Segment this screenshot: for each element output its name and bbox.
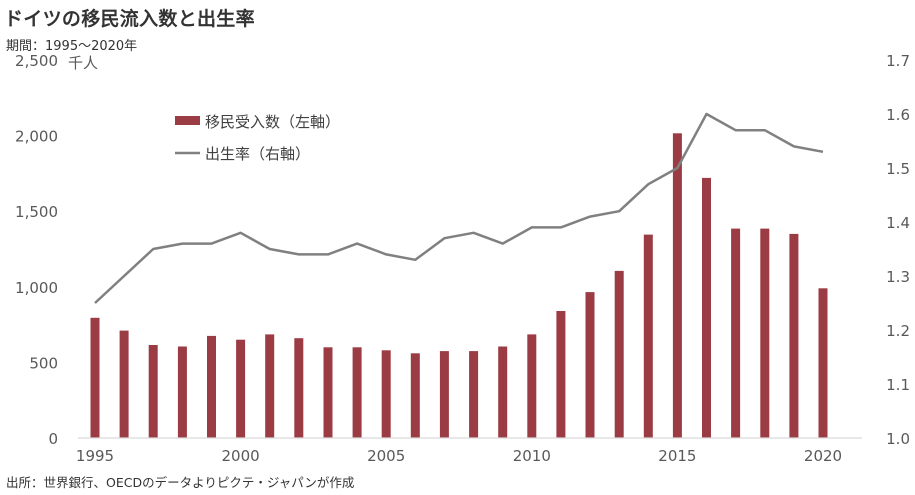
left-tick-1500: 1,500 [15,203,58,221]
bar-2015 [672,133,682,439]
source-note: 出所：世界銀行、OECDのデータよりピクテ・ジャパンが作成 [6,475,355,490]
bar-2010 [527,334,537,438]
bar-2005 [381,350,391,438]
legend-label-immigration: 移民受入数（左軸） [205,113,340,131]
x-tick-2015: 2015 [658,447,696,465]
x-tick-2005: 2005 [367,447,405,465]
left-tick-1000: 1,000 [15,279,58,297]
legend-swatch-immigration [175,116,200,125]
legend-label-fertility: 出生率（右軸） [205,145,310,163]
x-tick-2020: 2020 [804,447,842,465]
bar-2016 [702,177,711,438]
x-tick-2010: 2010 [513,447,551,465]
bar-2014 [643,234,653,438]
bar-2008 [469,351,479,438]
left-axis-ticks: 0 500 1,000 1,500 2,000 2,500 [15,52,58,448]
right-tick-1.1: 1.1 [886,376,910,394]
chart-title: ドイツの移民流入数と出生率 [4,8,255,30]
bar-2003 [323,347,333,438]
right-axis-ticks: 1.0 1.1 1.2 1.3 1.4 1.5 1.6 1.7 [886,52,910,448]
right-tick-1.3: 1.3 [886,268,910,286]
bar-2020 [818,288,828,438]
bar-2013 [614,270,624,438]
left-tick-0: 0 [48,430,58,448]
bar-2002 [294,338,304,438]
right-tick-1.2: 1.2 [886,322,910,340]
bar-2007 [439,351,449,438]
x-tick-2000: 2000 [222,447,260,465]
right-tick-1.7: 1.7 [886,52,910,70]
x-axis-ticks: 1995 2000 2005 2010 2015 2020 [76,447,842,465]
bar-series-immigration [90,133,828,439]
bar-2009 [498,346,508,438]
bar-1998 [177,346,187,438]
left-tick-2500: 2,500 [15,52,58,70]
bar-2004 [352,347,362,438]
x-tick-1995: 1995 [76,447,114,465]
bar-1995 [90,317,100,438]
bar-2012 [585,292,595,438]
bar-1996 [119,330,129,438]
legend: 移民受入数（左軸） 出生率（右軸） [175,113,340,163]
right-tick-1.0: 1.0 [886,430,910,448]
bar-2006 [410,353,420,438]
left-axis-unit: 千人 [68,54,98,72]
bar-2019 [789,233,799,438]
fertility-line [94,112,824,304]
bar-1999 [207,335,216,438]
right-tick-1.5: 1.5 [886,160,910,178]
bar-1997 [148,345,158,438]
left-tick-500: 500 [29,354,58,372]
bar-2001 [265,334,275,438]
right-tick-1.4: 1.4 [886,214,910,232]
left-tick-2000: 2,000 [15,128,58,146]
bar-2017 [731,228,741,438]
chart-period-note: 期間：1995～2020年 [6,39,138,54]
line-series-fertility [94,112,824,304]
bar-2011 [556,311,566,438]
right-tick-1.6: 1.6 [886,106,910,124]
bar-2000 [236,339,246,438]
bar-2018 [760,228,770,438]
